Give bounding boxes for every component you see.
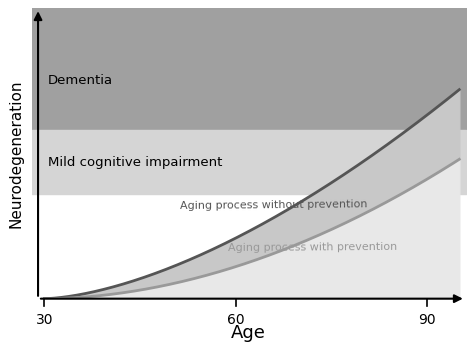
- X-axis label: Age: Age: [231, 324, 266, 342]
- Text: 90: 90: [419, 313, 436, 327]
- Text: Aging process without prevention: Aging process without prevention: [181, 199, 368, 211]
- Text: Aging process with prevention: Aging process with prevention: [228, 242, 397, 253]
- Text: Dementia: Dementia: [47, 75, 113, 88]
- Text: 30: 30: [36, 313, 53, 327]
- Text: Mild cognitive impairment: Mild cognitive impairment: [47, 156, 222, 169]
- Y-axis label: Neurodegeneration: Neurodegeneration: [9, 79, 23, 228]
- Text: 60: 60: [227, 313, 245, 327]
